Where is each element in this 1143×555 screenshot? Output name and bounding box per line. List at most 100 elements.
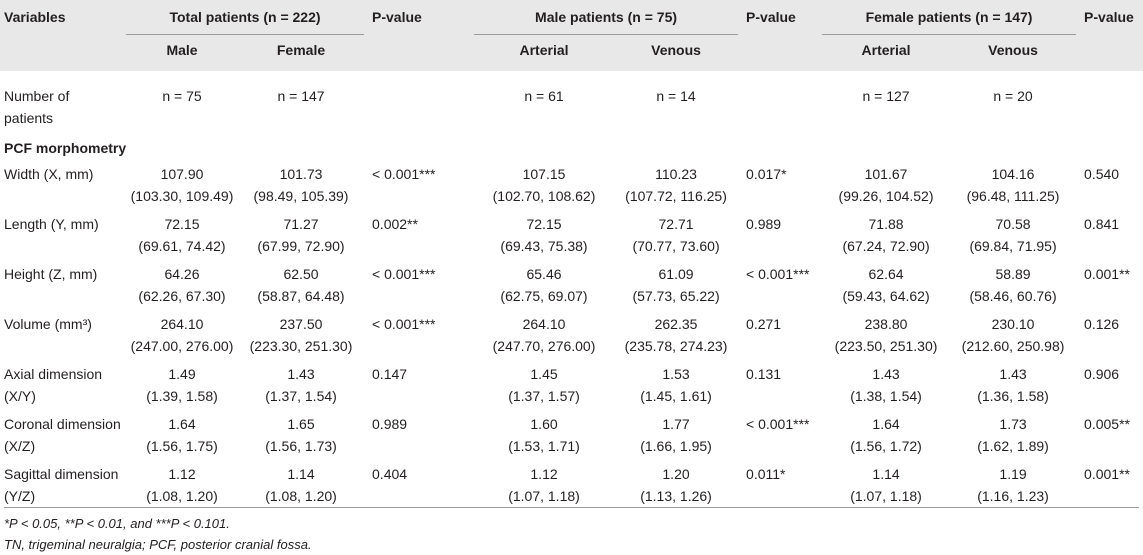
value-median: 1.14 <box>872 466 900 482</box>
value-median: 237.50 <box>279 316 323 332</box>
value-range: (Y/Z) <box>4 488 36 504</box>
value-range: (1.38, 1.54) <box>850 388 922 404</box>
cell: 1.53 (1.45, 1.61) <box>614 359 738 409</box>
table-footnotes: *P < 0.05, **P < 0.01, and ***P < 0.101.… <box>4 507 1139 555</box>
value-range: (1.56, 1.72) <box>850 438 922 454</box>
value-median: 72.71 <box>658 216 694 232</box>
p-value: 0.404 <box>372 466 408 482</box>
value-range: (62.75, 69.07) <box>500 288 588 304</box>
value-median: 70.58 <box>995 216 1031 232</box>
header-pvalue-female: P-value <box>1076 0 1143 35</box>
value-median: 1.53 <box>662 366 690 382</box>
p-value: 0.540 <box>1084 166 1120 182</box>
cell: 264.10 (247.70, 276.00) <box>474 309 614 359</box>
cell: 72.15 (69.61, 74.42) <box>126 209 238 259</box>
cell: 1.43 (1.38, 1.54) <box>822 359 950 409</box>
value-median: 1.14 <box>287 466 315 482</box>
p-value-cell: 0.989 <box>738 209 822 259</box>
value-range: (1.53, 1.71) <box>508 438 580 454</box>
value-median: 264.10 <box>522 316 566 332</box>
value-median: 107.15 <box>522 166 566 182</box>
cell: 71.88 (67.24, 72.90) <box>822 209 950 259</box>
subheader-male: Male <box>126 34 238 71</box>
p-value: 0.131 <box>746 366 782 382</box>
cell: 1.19 (1.16, 1.23) <box>950 459 1076 509</box>
cell: 64.26 (62.26, 67.30) <box>126 259 238 309</box>
table-row: Length (Y, mm) 72.15 (69.61, 74.42) 71.27 (6… <box>0 209 1143 259</box>
value-median: 61.09 <box>658 266 694 282</box>
cell: n = 14 <box>656 88 696 104</box>
header-pvalue-total: P-value <box>364 0 475 35</box>
value-range: (1.45, 1.61) <box>640 388 712 404</box>
value-range: (69.84, 71.95) <box>969 238 1057 254</box>
header-male-patients: Male patients (n = 75) <box>474 0 739 35</box>
value-median: 1.20 <box>662 466 690 482</box>
value-median: 1.12 <box>168 466 196 482</box>
value-median: 62.50 <box>283 266 319 282</box>
p-value: 0.841 <box>1084 216 1120 232</box>
header-variables: Variables <box>0 0 126 35</box>
p-value-cell: 0.989 <box>364 409 474 459</box>
value-median: 1.43 <box>287 366 315 382</box>
cell: 1.12 (1.08, 1.20) <box>126 459 238 509</box>
section-row: PCF morphometry <box>0 131 1143 159</box>
value-range: (247.00, 276.00) <box>130 338 234 354</box>
value-median: 72.15 <box>164 216 200 232</box>
footnote-significance: *P < 0.05, **P < 0.01, and ***P < 0.101. <box>4 516 230 531</box>
p-value-cell: 0.001** <box>1076 259 1143 309</box>
value-median: 71.27 <box>283 216 319 232</box>
cell: 1.49 (1.39, 1.58) <box>126 359 238 409</box>
subheader-female: Female <box>238 34 365 71</box>
value-range: (102.70, 108.62) <box>492 188 596 204</box>
p-value: 0.001** <box>1084 466 1130 482</box>
value-median: 1.12 <box>530 466 558 482</box>
value-median: 64.26 <box>164 266 200 282</box>
cell: 1.64 (1.56, 1.75) <box>126 409 238 459</box>
cell: 1.14 (1.07, 1.18) <box>822 459 950 509</box>
cell: 58.89 (58.46, 60.76) <box>950 259 1076 309</box>
cell: 1.14 (1.08, 1.20) <box>238 459 364 509</box>
table-row: Height (Z, mm) 64.26 (62.26, 67.30) 62.50 (5… <box>0 259 1143 309</box>
value-range: (223.30, 251.30) <box>249 338 353 354</box>
p-value-cell: 0.001** <box>1076 459 1143 509</box>
p-value: < 0.001*** <box>372 166 436 182</box>
value-range: (1.37, 1.57) <box>508 388 580 404</box>
morphometry-table: Variables Total patients (n = 222) P-val… <box>0 0 1143 509</box>
p-value: 0.002** <box>372 216 418 232</box>
header-female-patients: Female patients (n = 147) <box>822 0 1077 35</box>
cell: n = 147 <box>277 88 325 104</box>
cell: n = 127 <box>862 88 910 104</box>
value-range: (212.60, 250.98) <box>961 338 1065 354</box>
cell: 1.12 (1.07, 1.18) <box>474 459 614 509</box>
value-median: 71.88 <box>868 216 904 232</box>
value-range: (107.72, 116.25) <box>625 188 727 204</box>
cell: 264.10 (247.00, 276.00) <box>126 309 238 359</box>
value-range: (1.56, 1.75) <box>146 438 218 454</box>
value-range: (67.24, 72.90) <box>842 238 930 254</box>
cell: 101.73 (98.49, 105.39) <box>238 159 364 209</box>
p-value: 0.011* <box>746 466 786 482</box>
p-value-cell: < 0.001*** <box>364 159 474 209</box>
p-value: < 0.001*** <box>372 316 436 332</box>
value-median: 1.45 <box>530 366 558 382</box>
table-body: Width (X, mm) 107.90 (103.30, 109.49) 101.7… <box>0 159 1143 509</box>
cell: 1.43 (1.36, 1.58) <box>950 359 1076 409</box>
value-median: 101.67 <box>864 166 908 182</box>
header-total-patients: Total patients (n = 222) <box>126 0 365 35</box>
table-row: Coronal dimension (X/Z) 1.64 (1.56, 1.75) 1.… <box>0 409 1143 459</box>
cell: 230.10 (212.60, 250.98) <box>950 309 1076 359</box>
value-median: 104.16 <box>991 166 1035 182</box>
table-row: Axial dimension (X/Y) 1.49 (1.39, 1.58) 1.43… <box>0 359 1143 409</box>
value-median: 1.64 <box>168 416 196 432</box>
value-range: (1.56, 1.73) <box>265 438 337 454</box>
value-median: 65.46 <box>526 266 562 282</box>
cell: 107.15 (102.70, 108.62) <box>474 159 614 209</box>
cell: n = 75 <box>162 88 202 104</box>
cell: 65.46 (62.75, 69.07) <box>474 259 614 309</box>
p-value-cell: < 0.001*** <box>364 259 474 309</box>
value-range: (1.08, 1.20) <box>265 488 337 504</box>
row-label: Number of patients <box>4 88 70 126</box>
p-value: 0.147 <box>372 366 408 382</box>
value-range: (1.13, 1.26) <box>640 488 712 504</box>
